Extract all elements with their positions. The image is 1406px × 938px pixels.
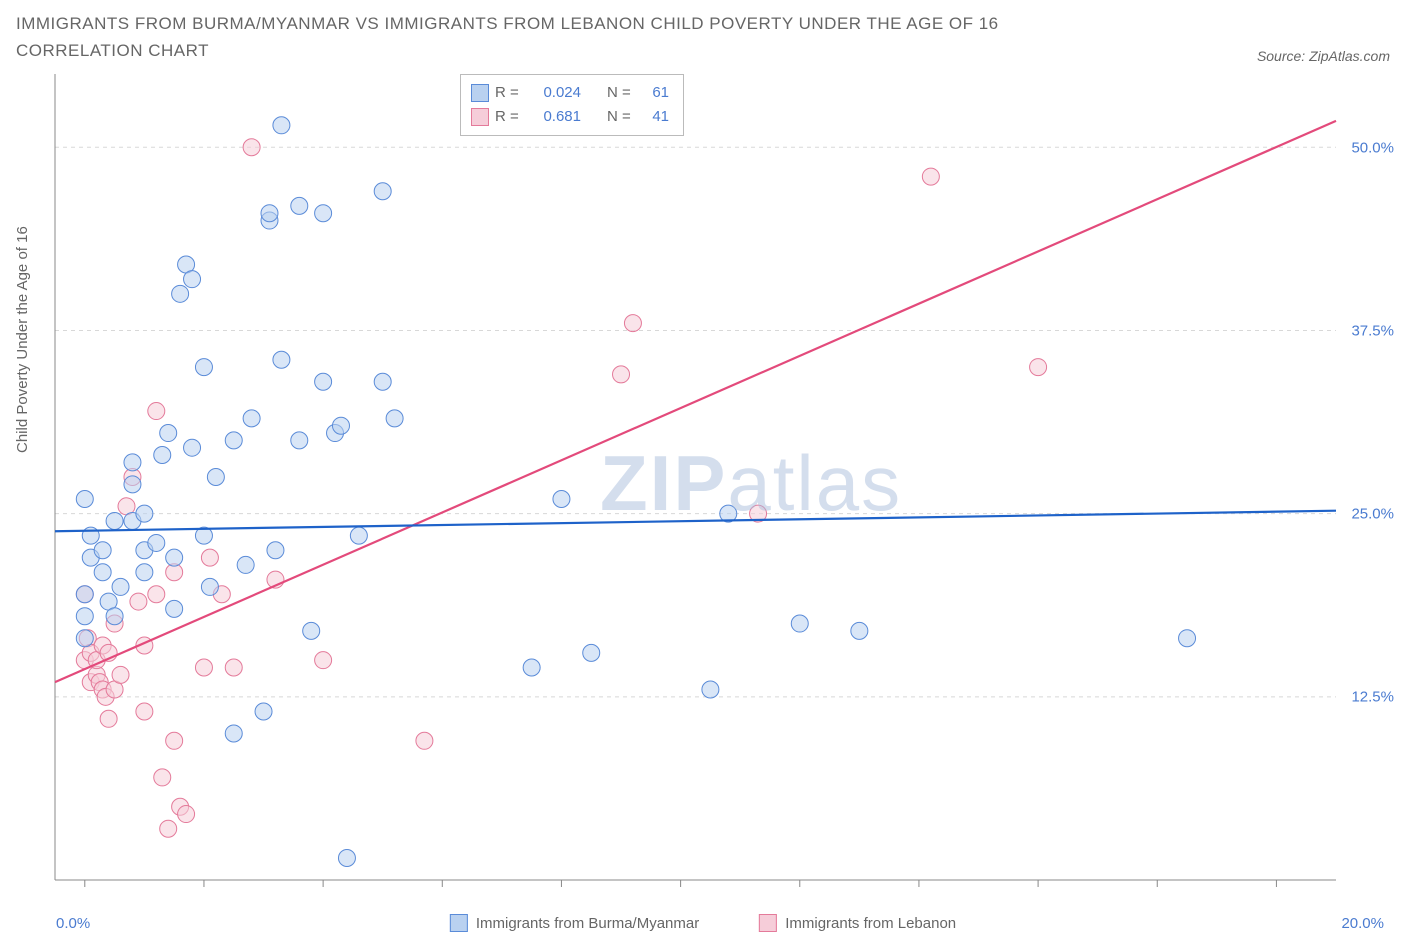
source-name: ZipAtlas.com (1309, 48, 1390, 64)
stats-legend-box: R = 0.024 N = 61 R = 0.681 N = 41 (460, 74, 684, 136)
source-attribution: Source: ZipAtlas.com (1257, 48, 1390, 64)
y-tick-label: 12.5% (1351, 689, 1394, 706)
r-label-b: R = (495, 105, 525, 129)
y-tick-label: 25.0% (1351, 506, 1394, 523)
chart-title: IMMIGRANTS FROM BURMA/MYANMAR VS IMMIGRA… (16, 10, 1116, 64)
legend-label-a: Immigrants from Burma/Myanmar (476, 915, 699, 932)
swatch-series-b (471, 108, 489, 126)
header-row: IMMIGRANTS FROM BURMA/MYANMAR VS IMMIGRA… (0, 0, 1406, 68)
y-tick-label: 37.5% (1351, 322, 1394, 339)
y-axis-label: Child Poverty Under the Age of 16 (14, 227, 31, 454)
n-value-a: 61 (643, 81, 669, 105)
n-value-b: 41 (643, 105, 669, 129)
r-label-a: R = (495, 81, 525, 105)
n-label-b: N = (607, 105, 637, 129)
source-prefix: Source: (1257, 48, 1309, 64)
chart-container: Child Poverty Under the Age of 16 ZIPatl… (0, 68, 1406, 938)
legend-label-b: Immigrants from Lebanon (785, 915, 956, 932)
r-value-a: 0.024 (531, 81, 581, 105)
stats-legend-row-a: R = 0.024 N = 61 (471, 81, 669, 105)
y-tick-label: 50.0% (1351, 139, 1394, 156)
stats-legend-row-b: R = 0.681 N = 41 (471, 105, 669, 129)
swatch-series-a (471, 84, 489, 102)
scatter-plot-svg (0, 68, 1406, 908)
n-label-a: N = (607, 81, 637, 105)
r-value-b: 0.681 (531, 105, 581, 129)
